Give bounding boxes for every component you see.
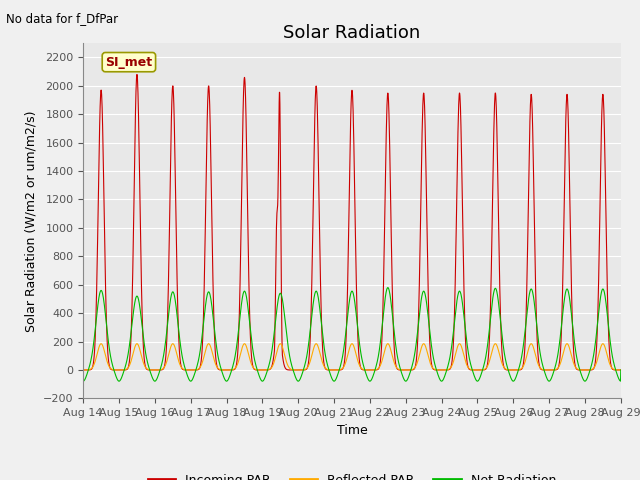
Y-axis label: Solar Radiation (W/m2 or um/m2/s): Solar Radiation (W/m2 or um/m2/s) [24,110,37,332]
Title: Solar Radiation: Solar Radiation [284,24,420,42]
Text: SI_met: SI_met [106,56,152,69]
X-axis label: Time: Time [337,424,367,437]
Text: No data for f_DfPar: No data for f_DfPar [6,12,118,25]
Legend: Incoming PAR, Reflected PAR, Net Radiation: Incoming PAR, Reflected PAR, Net Radiati… [143,468,561,480]
